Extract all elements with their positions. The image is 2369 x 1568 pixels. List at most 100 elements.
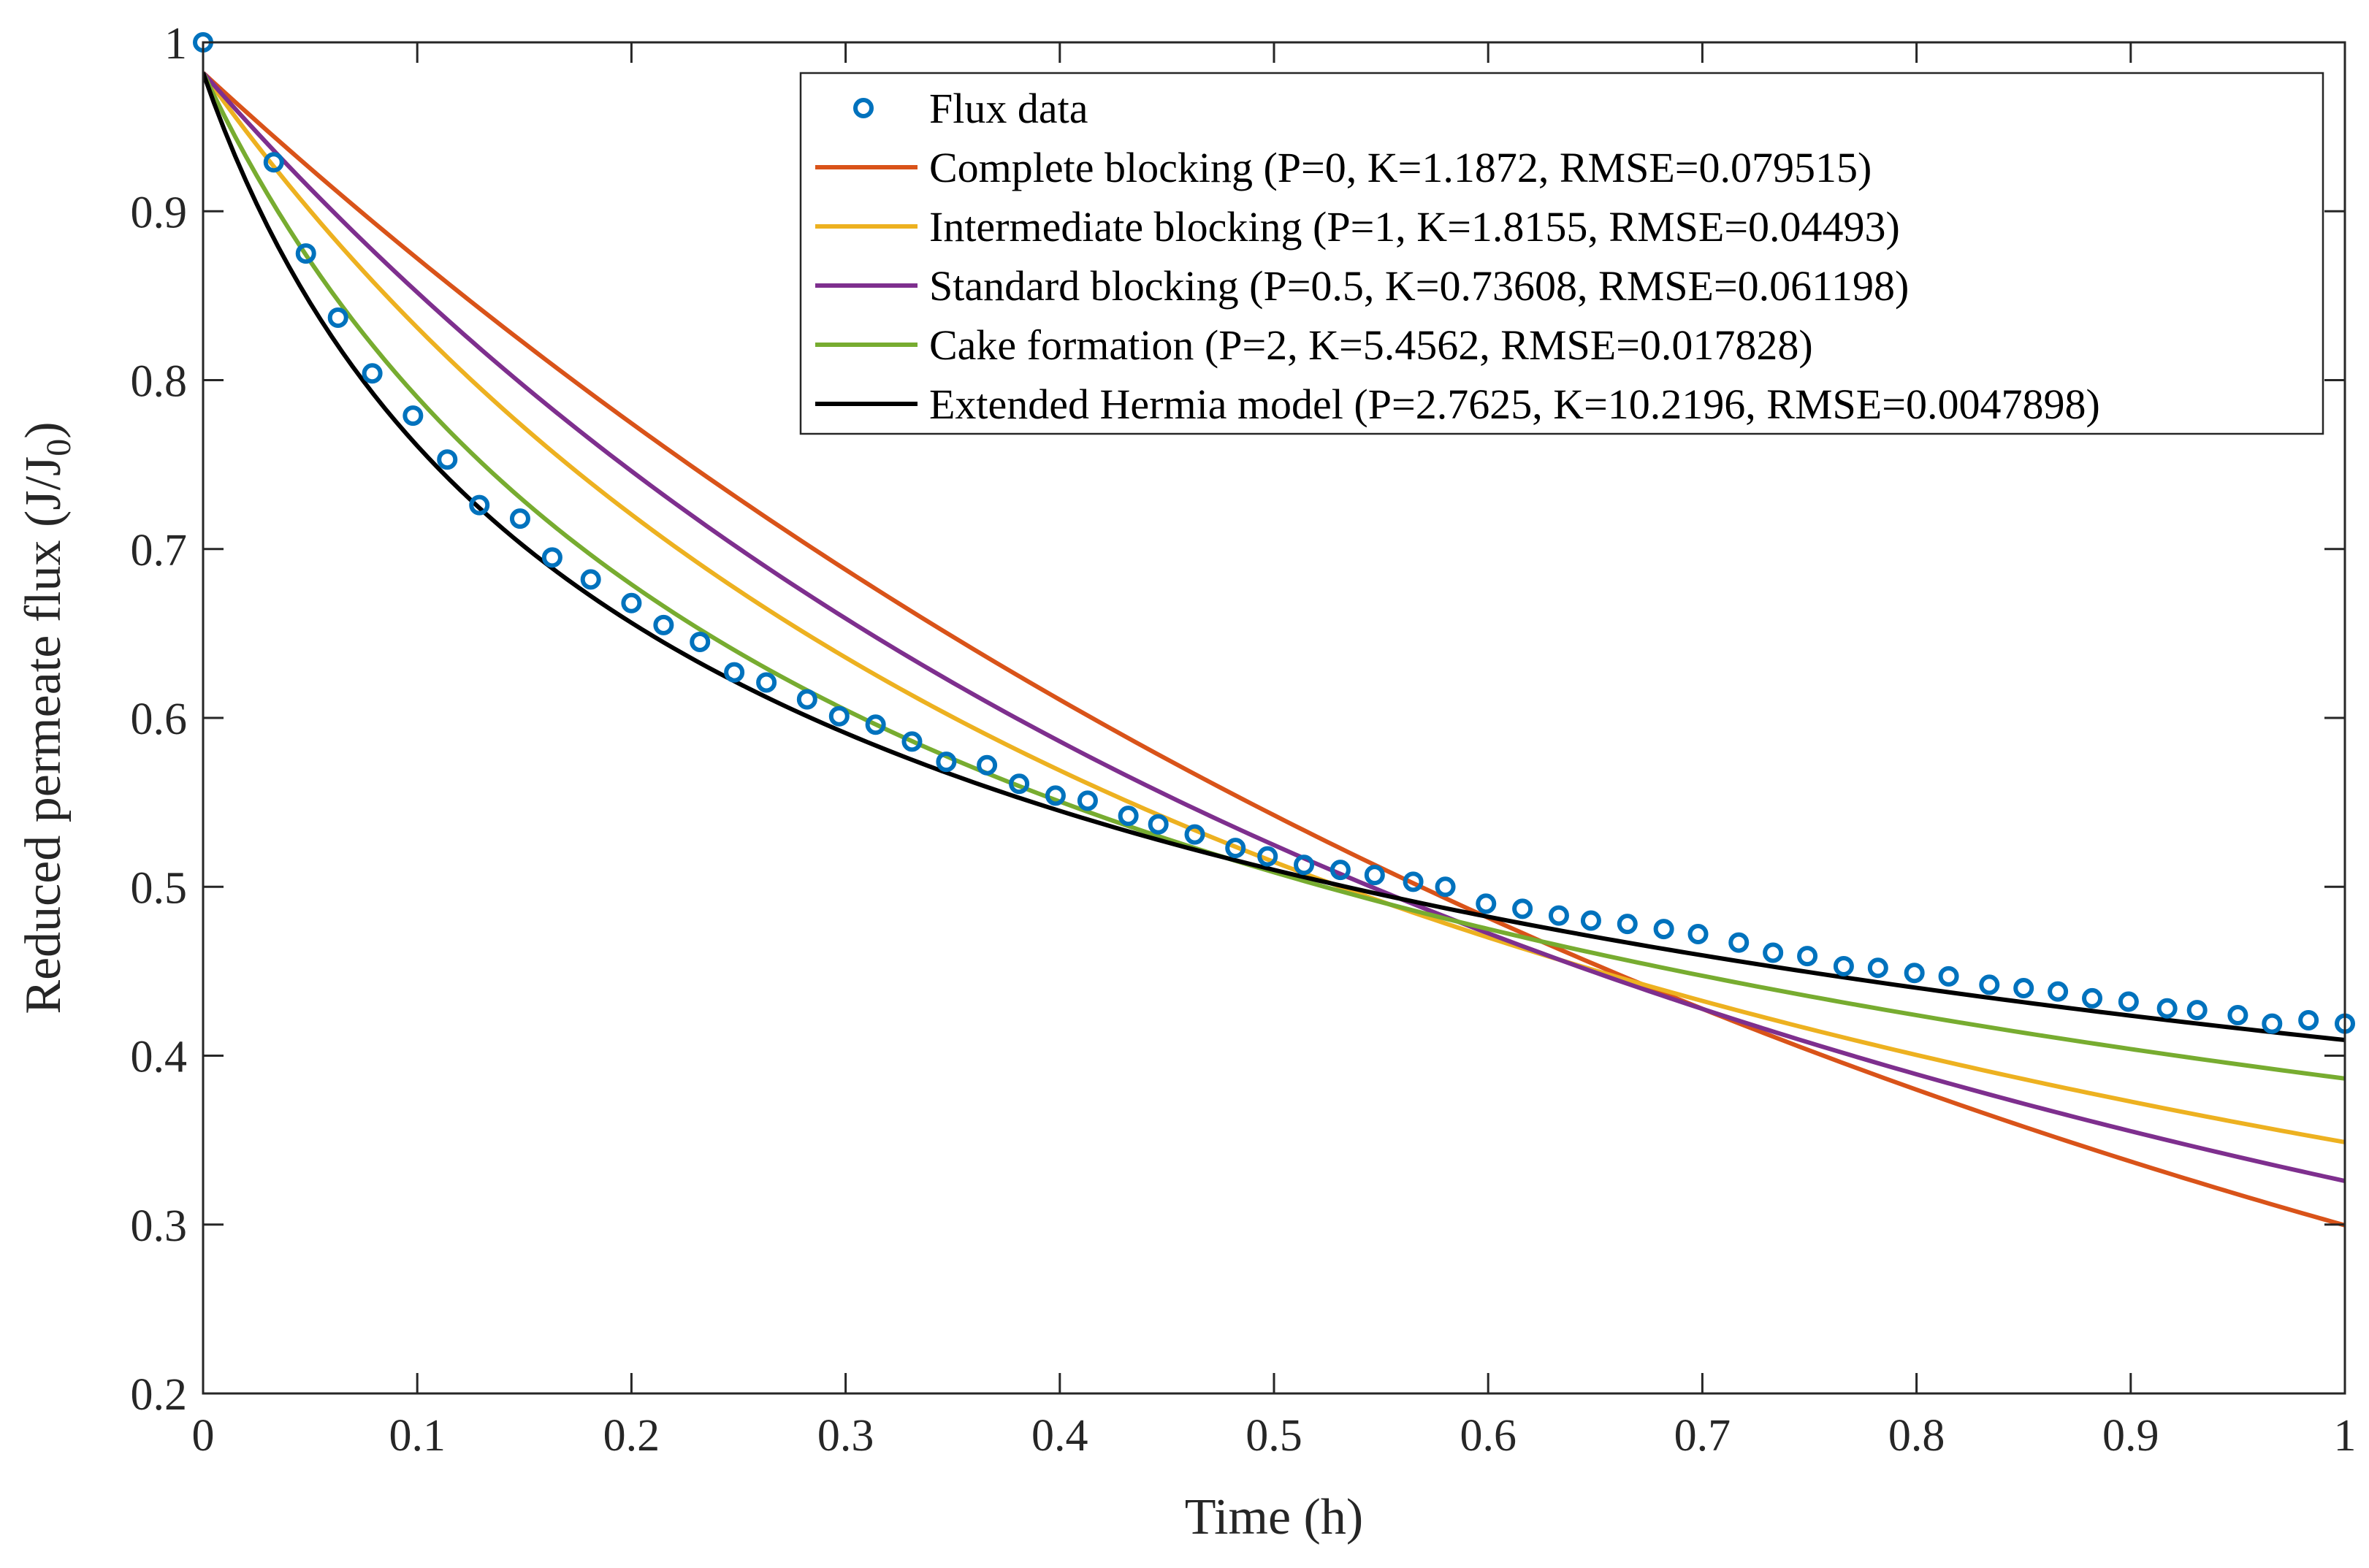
flux-data-point: [2048, 981, 2069, 1002]
legend-label-cake-formation: Cake formation (P=2, K=5.4562, RMSE=0.01…: [929, 321, 1813, 369]
flux-data-point: [1797, 946, 1818, 967]
series-line-4: [203, 72, 2345, 1081]
flux-data-point: [1979, 974, 2000, 995]
flux-data-point: [1687, 924, 1709, 944]
flux-data-point: [403, 405, 424, 427]
flux-data-point: [1548, 905, 1569, 926]
flux-data-point: [1009, 773, 1030, 795]
x-tick-label: 0.8: [1888, 1411, 1945, 1461]
x-tick-label: 1: [2334, 1411, 2357, 1461]
flux-data-point: [1257, 846, 1278, 867]
x-tick-label: 0.5: [1245, 1411, 1302, 1461]
flux-data-point: [327, 307, 348, 328]
series-line-5: [203, 72, 2345, 1043]
flux-data-point: [2013, 978, 2034, 998]
legend-label-intermediate-blocking: Intermediate blocking (P=1, K=1.8155, RM…: [929, 203, 1900, 251]
legend-entry-flux-data: Flux data: [853, 85, 1088, 132]
flux-data-point: [1580, 910, 1601, 931]
y-axis-label: Reduced permeate flux (J/J0): [15, 421, 78, 1014]
y-tick-label: 0.4: [131, 1033, 188, 1082]
legend-marker-flux-data: [853, 98, 874, 118]
flux-data-point: [2082, 987, 2103, 1009]
series-line-3: [203, 71, 2345, 1183]
flux-data-point: [690, 631, 711, 652]
flux-data-point: [901, 731, 923, 752]
flux-data-point: [1728, 932, 1750, 953]
x-tick-label: 0.6: [1460, 1411, 1517, 1461]
flux-data-point: [1617, 914, 1638, 935]
flux-data-point: [509, 508, 530, 529]
flux-data-point: [1904, 963, 1925, 984]
flux-data-point: [263, 152, 284, 173]
y-axis-label-subscript: 0: [39, 439, 78, 456]
flux-data-point: [362, 363, 383, 384]
flux-data-point: [621, 592, 642, 613]
flux-data-point: [1225, 838, 1246, 859]
flux-data-point: [756, 672, 777, 693]
flux-data-point: [1435, 876, 1456, 898]
legend-box: [799, 72, 2324, 435]
flux-data-point: [2227, 1005, 2248, 1025]
flux-data-point: [796, 689, 817, 710]
y-tick-label: 0.8: [131, 357, 188, 407]
legend-label-extended-hermia: Extended Hermia model (P=2.7625, K=10.21…: [929, 380, 2100, 428]
flux-data-point: [437, 449, 458, 470]
flux-data-point: [1653, 919, 1674, 940]
series-line-1: [203, 71, 2345, 1228]
flux-data-point: [936, 752, 957, 773]
flux-data-point: [2118, 991, 2139, 1012]
y-tick-label: 0.3: [131, 1201, 188, 1251]
y-tick-label: 0.7: [131, 526, 188, 575]
flux-data-point: [1330, 860, 1351, 881]
flux-data-point: [1364, 865, 1385, 886]
x-tick-label: 0.3: [817, 1411, 874, 1461]
x-tick-label: 0.4: [1031, 1411, 1088, 1461]
flux-data-point: [580, 569, 601, 590]
flux-data-point: [1476, 893, 1497, 914]
flux-data-point: [1294, 854, 1315, 876]
legend-entry-cake-formation: Cake formation (P=2, K=5.4562, RMSE=0.01…: [815, 321, 1813, 369]
legend: Flux data Complete blocking (P=0, K=1.18…: [799, 72, 2324, 435]
legend-entry-standard-blocking: Standard blocking (P=0.5, K=0.73608, RMS…: [815, 262, 1909, 310]
x-tick-label: 0.2: [603, 1411, 660, 1461]
flux-data-point: [2262, 1013, 2283, 1034]
flux-data-point: [541, 547, 562, 568]
flux-data-point: [865, 714, 886, 735]
x-tick-label: 0.1: [389, 1411, 446, 1461]
legend-entry-extended-hermia: Extended Hermia model (P=2.7625, K=10.21…: [815, 380, 2100, 428]
x-axis-label: Time (h): [1185, 1489, 1363, 1545]
flux-data-point: [977, 754, 998, 776]
flux-data-point: [828, 705, 850, 727]
flux-data-point: [1938, 965, 1959, 987]
flux-data-point: [1045, 785, 1066, 806]
flux-data-point: [1512, 898, 1533, 919]
x-tick-label: 0: [192, 1411, 215, 1461]
y-tick-label: 0.2: [131, 1370, 188, 1420]
x-tick-label: 0.9: [2102, 1411, 2159, 1461]
x-tick-label: 0.7: [1674, 1411, 1731, 1461]
y-tick-label: 0.9: [131, 188, 188, 237]
flux-data-point: [469, 494, 490, 516]
flux-data-point: [1833, 955, 1854, 976]
flux-data-point: [1763, 942, 1784, 963]
flux-data-point: [1184, 824, 1205, 845]
flux-data-point: [2186, 1000, 2208, 1021]
legend-entry-intermediate-blocking: Intermediate blocking (P=1, K=1.8155, RM…: [815, 203, 1900, 251]
flux-data-point: [1148, 814, 1169, 835]
legend-label-flux-data: Flux data: [929, 85, 1088, 132]
flux-data-point: [1118, 806, 1139, 827]
legend-label-complete-blocking: Complete blocking (P=0, K=1.1872, RMSE=0…: [929, 144, 1872, 191]
y-axis-label-main: Reduced permeate flux (J/J: [15, 456, 72, 1014]
flux-data-point: [2156, 998, 2178, 1019]
flux-data-point: [295, 243, 316, 264]
flux-data-point: [1867, 957, 1888, 979]
y-axis-label-close: ): [15, 421, 72, 438]
legend-label-standard-blocking: Standard blocking (P=0.5, K=0.73608, RMS…: [929, 262, 1909, 310]
flux-data-point: [653, 614, 674, 635]
flux-data-point: [2298, 1009, 2319, 1030]
flux-data-point: [724, 662, 745, 683]
flux-data-point: [1403, 871, 1424, 892]
legend-entry-complete-blocking: Complete blocking (P=0, K=1.1872, RMSE=0…: [815, 144, 1872, 191]
y-tick-label: 0.6: [131, 695, 188, 744]
